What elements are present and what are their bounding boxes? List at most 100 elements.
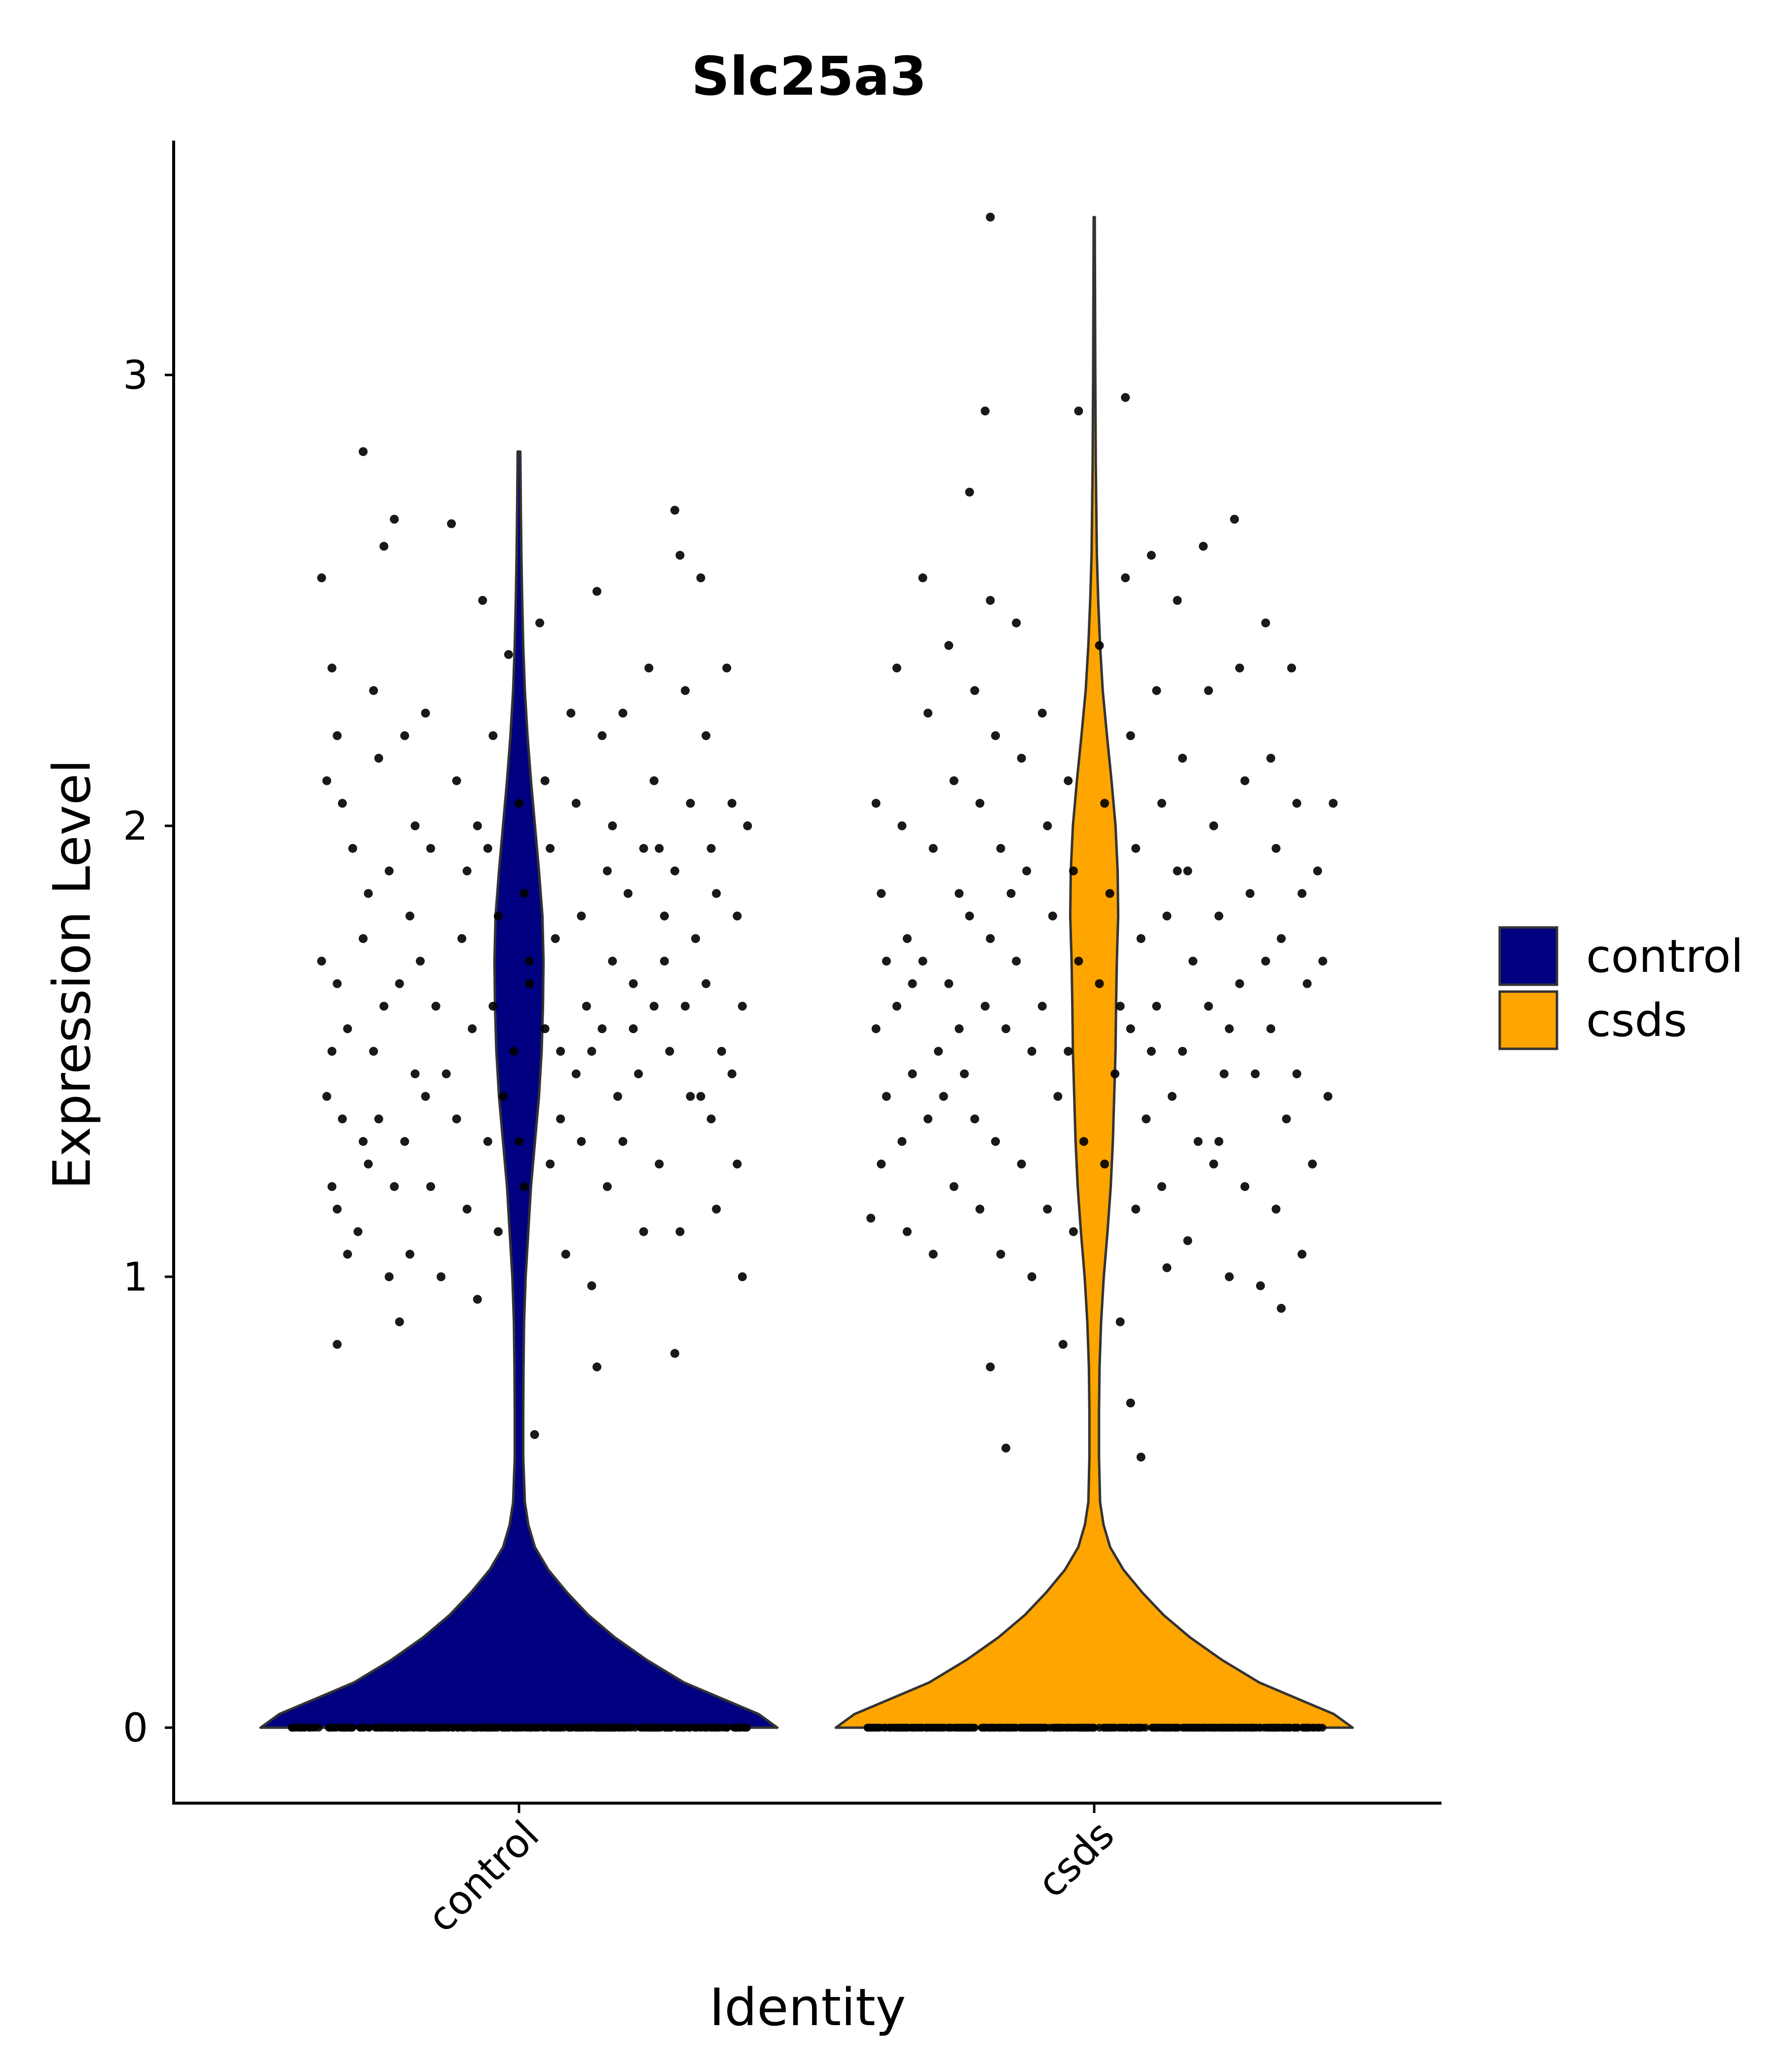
point-csds bbox=[1292, 799, 1301, 808]
point-control bbox=[322, 776, 332, 785]
point-csds bbox=[897, 821, 907, 830]
point-control-zero bbox=[300, 1724, 309, 1732]
point-csds bbox=[1204, 1001, 1213, 1011]
point-csds bbox=[1152, 1001, 1161, 1011]
point-csds bbox=[960, 1069, 969, 1078]
point-control bbox=[675, 551, 685, 560]
point-control bbox=[410, 1069, 420, 1078]
point-csds bbox=[1037, 1001, 1047, 1011]
point-control bbox=[359, 1137, 368, 1146]
point-csds bbox=[1058, 1340, 1068, 1349]
point-control bbox=[317, 957, 326, 966]
point-control bbox=[421, 1092, 430, 1101]
point-control-zero bbox=[340, 1724, 349, 1732]
point-control bbox=[405, 1250, 414, 1259]
point-csds bbox=[877, 889, 886, 898]
point-csds bbox=[1048, 911, 1057, 921]
y-axis-title: Expression Level bbox=[42, 759, 102, 1189]
point-control bbox=[639, 844, 648, 853]
point-control bbox=[618, 708, 628, 718]
point-control bbox=[644, 664, 654, 673]
point-control bbox=[333, 731, 342, 740]
point-control-zero bbox=[593, 1724, 602, 1732]
point-csds bbox=[1126, 1024, 1135, 1034]
point-csds-zero bbox=[1210, 1724, 1218, 1732]
point-csds bbox=[934, 1047, 943, 1056]
point-csds bbox=[1214, 1137, 1223, 1146]
point-csds-zero bbox=[873, 1724, 882, 1732]
point-control bbox=[603, 866, 612, 876]
point-control-zero bbox=[627, 1724, 635, 1732]
point-control bbox=[696, 573, 705, 583]
point-control bbox=[717, 1047, 726, 1056]
point-csds bbox=[970, 686, 979, 695]
point-control bbox=[571, 799, 581, 808]
point-csds-zero bbox=[1163, 1724, 1172, 1732]
point-csds bbox=[955, 1024, 964, 1034]
point-csds bbox=[1209, 821, 1219, 830]
point-control bbox=[364, 1159, 373, 1169]
point-control bbox=[655, 844, 664, 853]
point-control bbox=[613, 1092, 623, 1101]
point-csds bbox=[1074, 957, 1083, 966]
point-control bbox=[582, 1001, 591, 1011]
point-csds bbox=[1017, 1159, 1026, 1169]
point-csds bbox=[1131, 844, 1141, 853]
point-csds bbox=[1266, 1024, 1275, 1034]
point-control-zero bbox=[547, 1724, 555, 1732]
point-csds bbox=[991, 731, 1000, 740]
point-control bbox=[597, 1024, 607, 1034]
point-csds bbox=[897, 1137, 907, 1146]
point-csds bbox=[1147, 1047, 1156, 1056]
x-ticks: control csds bbox=[419, 1803, 1123, 1941]
point-control bbox=[369, 1047, 378, 1056]
point-csds bbox=[1240, 776, 1250, 785]
point-control bbox=[587, 1281, 596, 1291]
point-control bbox=[639, 1227, 648, 1236]
point-csds bbox=[1121, 393, 1130, 402]
point-control bbox=[556, 1114, 565, 1124]
point-control bbox=[473, 1295, 482, 1304]
y-tick-label: 1 bbox=[123, 1254, 148, 1300]
point-csds-zero bbox=[988, 1724, 996, 1732]
y-tick-label: 0 bbox=[123, 1705, 148, 1751]
point-csds-zero bbox=[1050, 1724, 1058, 1732]
point-csds bbox=[975, 799, 985, 808]
point-csds bbox=[1240, 1182, 1250, 1191]
point-control bbox=[618, 1137, 628, 1146]
point-csds bbox=[1271, 844, 1281, 853]
point-csds bbox=[996, 844, 1005, 853]
point-control bbox=[343, 1024, 352, 1034]
point-control bbox=[493, 911, 503, 921]
point-control bbox=[660, 911, 669, 921]
point-control bbox=[546, 844, 555, 853]
point-control bbox=[483, 1137, 492, 1146]
violin-csds bbox=[834, 216, 1354, 1729]
point-control bbox=[499, 1092, 508, 1101]
point-csds bbox=[866, 1214, 876, 1223]
point-csds bbox=[1235, 979, 1244, 988]
point-control bbox=[405, 911, 414, 921]
point-csds bbox=[949, 776, 959, 785]
point-csds bbox=[908, 1069, 917, 1078]
point-control bbox=[400, 1137, 409, 1146]
point-csds-zero bbox=[1062, 1724, 1070, 1732]
point-control bbox=[364, 889, 373, 898]
point-csds bbox=[955, 889, 964, 898]
point-csds bbox=[877, 1159, 886, 1169]
point-control bbox=[390, 1182, 399, 1191]
point-control bbox=[473, 821, 482, 830]
point-csds-zero bbox=[886, 1724, 894, 1732]
point-control bbox=[452, 1114, 461, 1124]
point-control bbox=[670, 866, 679, 876]
point-control bbox=[384, 1272, 394, 1281]
point-control bbox=[592, 587, 601, 596]
point-csds bbox=[965, 911, 974, 921]
point-csds-zero bbox=[1018, 1724, 1026, 1732]
point-csds-zero bbox=[1294, 1724, 1302, 1732]
point-csds bbox=[1064, 1047, 1073, 1056]
point-csds-zero bbox=[970, 1724, 979, 1732]
point-csds bbox=[1027, 1047, 1036, 1056]
point-control bbox=[468, 1024, 477, 1034]
